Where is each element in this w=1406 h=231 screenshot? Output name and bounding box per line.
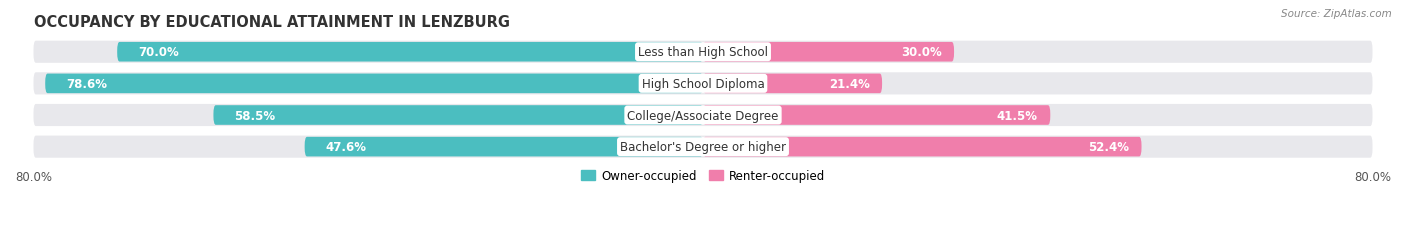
FancyBboxPatch shape [34,42,1372,64]
Text: OCCUPANCY BY EDUCATIONAL ATTAINMENT IN LENZBURG: OCCUPANCY BY EDUCATIONAL ATTAINMENT IN L… [34,15,509,30]
Text: 78.6%: 78.6% [66,78,107,91]
FancyBboxPatch shape [117,43,703,62]
Legend: Owner-occupied, Renter-occupied: Owner-occupied, Renter-occupied [576,164,830,187]
FancyBboxPatch shape [703,106,1050,125]
Text: Source: ZipAtlas.com: Source: ZipAtlas.com [1281,9,1392,19]
FancyBboxPatch shape [305,137,703,157]
Text: 47.6%: 47.6% [326,140,367,153]
FancyBboxPatch shape [34,104,1372,127]
Text: 30.0%: 30.0% [901,46,942,59]
FancyBboxPatch shape [703,74,882,94]
Text: 70.0%: 70.0% [138,46,179,59]
Text: Bachelor's Degree or higher: Bachelor's Degree or higher [620,140,786,153]
Text: 21.4%: 21.4% [828,78,869,91]
Text: College/Associate Degree: College/Associate Degree [627,109,779,122]
Text: 52.4%: 52.4% [1088,140,1129,153]
FancyBboxPatch shape [703,137,1142,157]
Text: Less than High School: Less than High School [638,46,768,59]
FancyBboxPatch shape [214,106,703,125]
Text: 41.5%: 41.5% [997,109,1038,122]
FancyBboxPatch shape [45,74,703,94]
Text: 58.5%: 58.5% [235,109,276,122]
Text: High School Diploma: High School Diploma [641,78,765,91]
FancyBboxPatch shape [34,73,1372,95]
FancyBboxPatch shape [703,43,955,62]
FancyBboxPatch shape [34,136,1372,158]
